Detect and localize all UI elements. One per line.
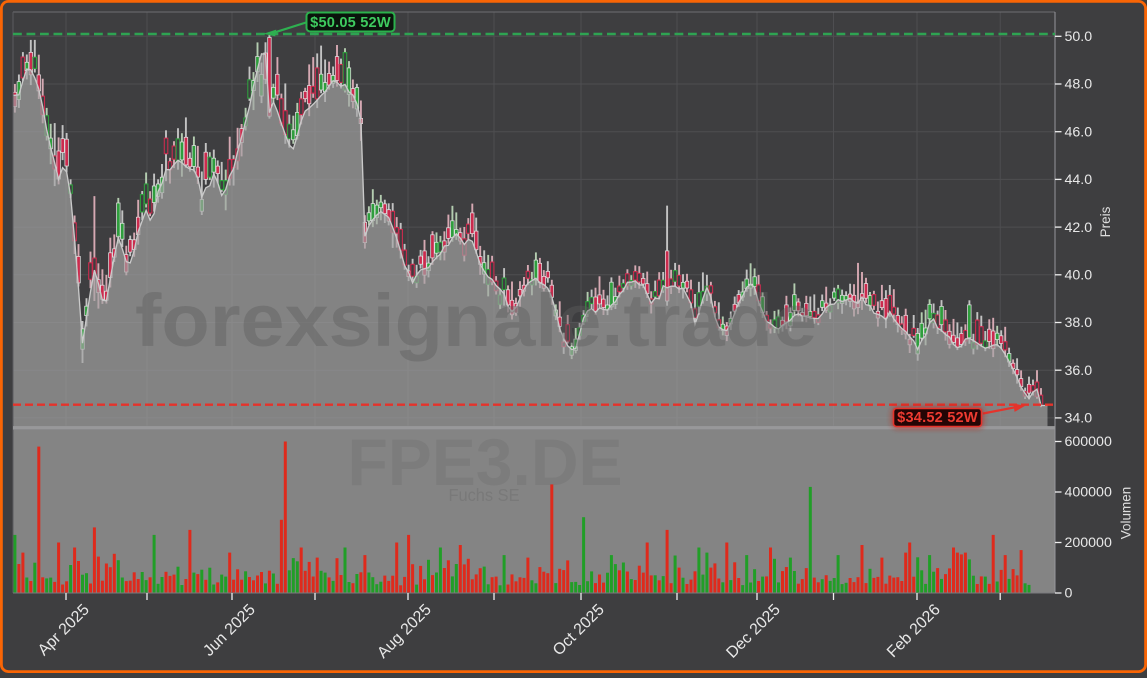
svg-text:Preis: Preis [1098, 206, 1113, 237]
svg-text:40.0: 40.0 [1065, 268, 1093, 284]
svg-text:44.0: 44.0 [1065, 172, 1093, 188]
svg-text:Fuchs SE: Fuchs SE [449, 485, 520, 505]
svg-text:$50.05 52W: $50.05 52W [310, 15, 391, 31]
svg-text:50.0: 50.0 [1065, 29, 1093, 45]
svg-text:34.0: 34.0 [1065, 411, 1093, 427]
svg-text:200000: 200000 [1065, 535, 1112, 551]
svg-text:FPE3.DE: FPE3.DE [347, 425, 622, 499]
svg-text:$34.52 52W: $34.52 52W [897, 410, 978, 426]
svg-text:600000: 600000 [1065, 434, 1112, 450]
svg-text:36.0: 36.0 [1065, 363, 1093, 379]
svg-text:0: 0 [1065, 586, 1073, 602]
svg-text:42.0: 42.0 [1065, 220, 1093, 236]
svg-text:forexsignale.trade: forexsignale.trade [135, 279, 817, 362]
svg-text:48.0: 48.0 [1065, 77, 1093, 93]
svg-text:Volumen: Volumen [1119, 487, 1134, 540]
svg-text:46.0: 46.0 [1065, 124, 1093, 140]
svg-text:400000: 400000 [1065, 485, 1112, 501]
svg-text:38.0: 38.0 [1065, 315, 1093, 331]
